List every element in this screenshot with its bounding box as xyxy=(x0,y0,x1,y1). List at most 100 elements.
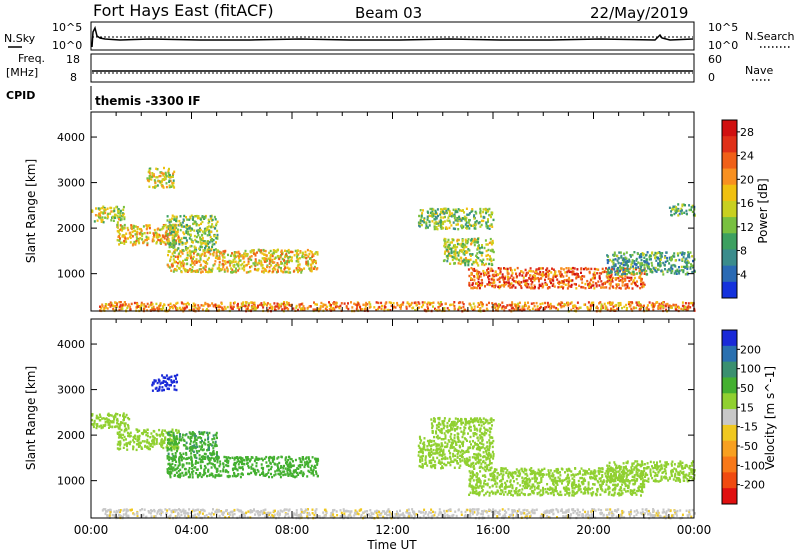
data-cell xyxy=(420,216,423,219)
data-cell xyxy=(289,457,292,461)
data-cell xyxy=(641,285,644,289)
data-cell xyxy=(392,305,395,308)
data-cell xyxy=(640,280,643,283)
data-cell xyxy=(617,261,620,265)
data-cell xyxy=(380,307,383,311)
data-cell xyxy=(512,279,515,283)
data-cell xyxy=(222,462,225,465)
data-cell xyxy=(100,220,103,223)
data-cell xyxy=(545,268,548,272)
data-cell xyxy=(628,258,631,261)
data-cell xyxy=(171,234,174,237)
data-cell xyxy=(266,465,269,468)
data-cell xyxy=(250,301,253,304)
data-cell xyxy=(449,303,452,306)
data-cell xyxy=(305,253,308,257)
data-cell xyxy=(227,464,230,468)
data-cell xyxy=(91,423,94,426)
data-cell xyxy=(478,275,481,278)
data-cell xyxy=(603,286,606,289)
data-cell xyxy=(443,239,446,242)
data-cell xyxy=(138,436,141,439)
data-cell xyxy=(163,241,166,244)
data-cell xyxy=(191,305,194,308)
data-cell xyxy=(209,215,212,218)
data-cell xyxy=(465,245,468,249)
data-cell xyxy=(550,305,553,308)
data-cell xyxy=(306,248,309,252)
data-cell xyxy=(333,308,336,311)
data-cell xyxy=(288,468,291,472)
data-cell xyxy=(428,301,431,305)
data-cell xyxy=(233,263,236,267)
data-cell xyxy=(268,251,271,255)
data-cell xyxy=(166,240,169,243)
data-cell xyxy=(223,268,226,271)
data-cell xyxy=(624,287,627,290)
data-cell xyxy=(613,251,616,254)
data-cell xyxy=(195,270,198,273)
data-cell xyxy=(671,258,673,261)
data-cell xyxy=(587,301,590,304)
data-cell xyxy=(489,257,492,260)
data-cell xyxy=(206,308,208,311)
data-cell xyxy=(496,278,499,281)
data-cell xyxy=(405,305,408,309)
data-cell xyxy=(167,253,169,257)
data-cell xyxy=(177,235,180,238)
data-cell xyxy=(202,304,205,307)
data-cell xyxy=(174,239,177,243)
data-cell xyxy=(143,304,146,308)
data-cell xyxy=(117,226,119,229)
data-cell xyxy=(215,304,218,307)
data-cell xyxy=(189,217,192,220)
data-cell xyxy=(493,303,496,306)
data-cell xyxy=(629,301,632,304)
data-cell xyxy=(250,306,253,309)
data-cell xyxy=(171,462,174,466)
data-cell xyxy=(470,239,473,242)
data-cell xyxy=(295,306,298,309)
data-cell xyxy=(241,303,244,306)
data-cell xyxy=(256,468,259,472)
data-cell xyxy=(237,473,240,476)
data-cell xyxy=(440,222,443,225)
data-cell xyxy=(170,445,173,449)
data-cell xyxy=(295,475,298,478)
data-cell xyxy=(188,462,191,465)
data-cell xyxy=(469,304,472,307)
data-cell xyxy=(160,238,163,241)
data-cell xyxy=(304,250,307,254)
data-cell xyxy=(462,260,465,263)
data-cell xyxy=(193,248,196,252)
data-cell xyxy=(174,439,177,442)
data-cell xyxy=(102,205,105,208)
data-cell xyxy=(168,458,171,462)
data-cell xyxy=(193,260,196,263)
data-cell xyxy=(356,306,359,309)
data-cell xyxy=(213,263,216,266)
data-cell xyxy=(284,255,287,259)
data-cell xyxy=(124,237,127,240)
data-cell xyxy=(686,309,689,312)
data-cell xyxy=(536,272,539,275)
data-cell xyxy=(687,302,690,305)
data-cell xyxy=(260,260,263,263)
data-cell xyxy=(273,250,276,253)
data-cell xyxy=(578,284,581,287)
data-cell xyxy=(202,241,205,245)
data-cell xyxy=(168,308,171,312)
data-cell xyxy=(491,239,494,243)
data-cell xyxy=(274,470,277,473)
data-cell xyxy=(496,304,499,307)
data-cell xyxy=(196,475,199,479)
data-cell xyxy=(592,301,595,304)
nave-tick-top: 60 xyxy=(708,53,722,66)
data-cell xyxy=(383,306,386,309)
data-cell xyxy=(280,472,283,475)
data-cell xyxy=(163,166,165,170)
data-cell xyxy=(207,248,210,252)
data-cell xyxy=(273,261,276,264)
data-cell xyxy=(167,378,170,381)
data-cell xyxy=(439,208,442,211)
